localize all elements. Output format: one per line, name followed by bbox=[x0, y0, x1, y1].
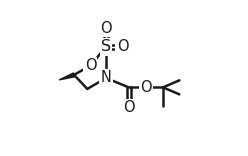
Text: O: O bbox=[117, 39, 128, 54]
Polygon shape bbox=[59, 73, 75, 80]
Text: O: O bbox=[123, 100, 134, 115]
Text: S: S bbox=[101, 39, 111, 54]
Text: O: O bbox=[85, 58, 96, 73]
Text: N: N bbox=[101, 71, 112, 85]
Text: O: O bbox=[100, 21, 112, 36]
Text: O: O bbox=[140, 80, 152, 95]
